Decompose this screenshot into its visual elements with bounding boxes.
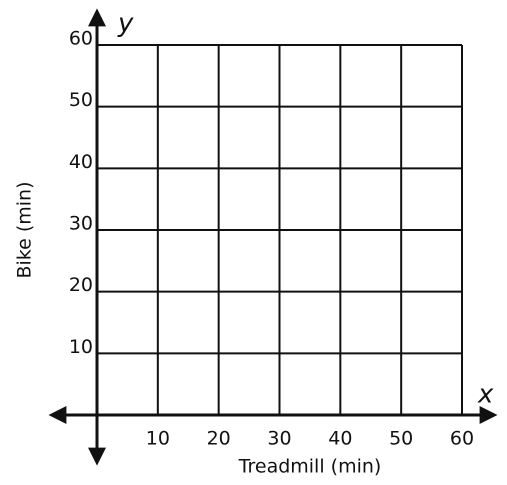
y-tick-label: 50 — [69, 89, 93, 111]
y-tick-label: 20 — [69, 274, 93, 296]
x-tick-label: 10 — [146, 428, 170, 450]
x-axis-name: x — [477, 380, 494, 410]
x-tick-label: 50 — [389, 428, 413, 450]
x-tick-label: 20 — [207, 428, 231, 450]
x-tick-label: 60 — [450, 428, 474, 450]
y-tick-label: 60 — [69, 28, 93, 50]
y-tick-label: 40 — [69, 151, 93, 173]
y-axis-name: y — [117, 9, 134, 39]
x-tick-label: 40 — [328, 428, 352, 450]
x-tick-label: 30 — [267, 428, 291, 450]
y-axis-label: Bike (min) — [14, 181, 36, 278]
grid — [97, 44, 463, 415]
y-tick-label: 10 — [69, 336, 93, 358]
x-axis-label: Treadmill (min) — [238, 456, 382, 478]
y-tick-label: 30 — [69, 213, 93, 235]
